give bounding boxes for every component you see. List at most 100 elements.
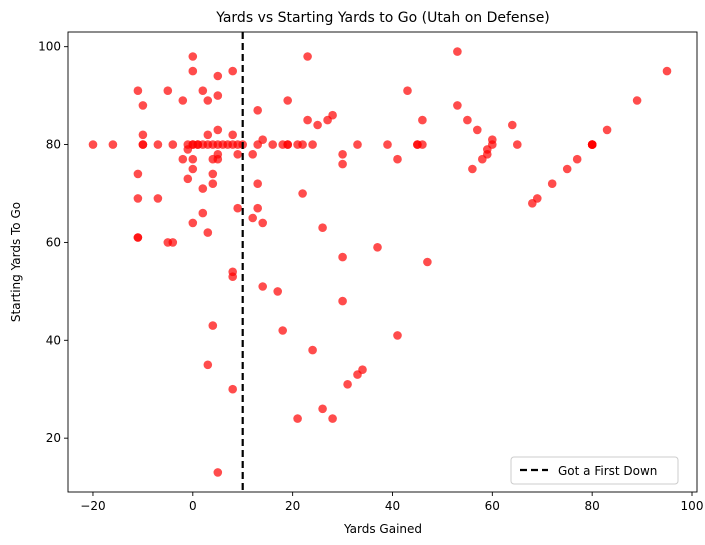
data-point bbox=[138, 140, 148, 149]
data-point bbox=[213, 468, 223, 477]
x-axis: −20 0 20 40 60 80 100 bbox=[80, 492, 703, 513]
x-tick-label: 40 bbox=[385, 499, 400, 513]
plot-frame bbox=[67, 31, 698, 493]
data-point bbox=[248, 213, 257, 223]
data-point bbox=[473, 125, 482, 135]
data-point bbox=[88, 140, 98, 149]
data-point bbox=[468, 164, 477, 174]
data-point bbox=[358, 365, 367, 375]
data-point bbox=[572, 154, 582, 164]
data-point bbox=[213, 71, 223, 81]
data-point bbox=[602, 125, 612, 135]
data-point bbox=[188, 52, 198, 61]
x-tick-label: 20 bbox=[285, 499, 300, 513]
data-point bbox=[233, 150, 242, 159]
data-point bbox=[293, 414, 302, 423]
x-tick-label: 80 bbox=[585, 499, 600, 513]
data-point bbox=[133, 194, 143, 203]
data-point bbox=[587, 140, 597, 149]
data-point bbox=[253, 203, 262, 213]
data-point bbox=[283, 140, 293, 149]
legend: Got a First Down bbox=[510, 456, 679, 485]
data-point bbox=[153, 140, 163, 149]
data-point bbox=[338, 296, 347, 306]
data-point bbox=[188, 154, 198, 164]
data-point bbox=[133, 169, 143, 179]
data-point bbox=[258, 218, 268, 228]
data-point bbox=[228, 384, 237, 394]
data-point bbox=[233, 203, 242, 213]
x-axis-label: Yards Gained bbox=[343, 522, 422, 536]
data-point bbox=[203, 360, 213, 370]
data-point bbox=[338, 252, 347, 262]
data-point bbox=[168, 238, 178, 247]
data-point bbox=[213, 125, 223, 135]
y-axis-label: Starting Yards To Go bbox=[9, 202, 23, 322]
y-tick-label: 100 bbox=[38, 40, 61, 54]
data-point bbox=[198, 208, 208, 218]
data-point bbox=[513, 140, 522, 149]
y-tick-label: 40 bbox=[46, 333, 61, 347]
data-point bbox=[213, 154, 223, 164]
data-point bbox=[373, 243, 382, 252]
data-point bbox=[133, 233, 143, 242]
data-point bbox=[253, 179, 262, 188]
data-point bbox=[203, 130, 213, 140]
data-point bbox=[198, 184, 208, 193]
data-point bbox=[273, 287, 283, 296]
data-point bbox=[453, 47, 462, 56]
data-point bbox=[383, 140, 392, 149]
data-point bbox=[253, 106, 262, 115]
data-point bbox=[163, 86, 173, 95]
data-point bbox=[488, 140, 497, 149]
data-point bbox=[393, 154, 402, 164]
data-point bbox=[303, 115, 312, 125]
data-point bbox=[208, 179, 218, 188]
data-point bbox=[198, 86, 208, 95]
legend-label: Got a First Down bbox=[558, 464, 657, 478]
legend-box bbox=[510, 456, 679, 485]
data-point bbox=[662, 66, 672, 76]
data-point bbox=[313, 120, 322, 130]
data-point bbox=[153, 194, 163, 203]
x-tick-label: 100 bbox=[681, 499, 704, 513]
data-point bbox=[338, 150, 347, 159]
data-point bbox=[258, 135, 268, 144]
data-point bbox=[133, 86, 143, 95]
data-point bbox=[228, 130, 237, 140]
data-point bbox=[403, 86, 412, 95]
data-point bbox=[303, 52, 312, 61]
chart-title: Yards vs Starting Yards to Go (Utah on D… bbox=[215, 10, 550, 26]
data-point bbox=[453, 101, 462, 110]
data-point bbox=[463, 115, 472, 125]
data-point bbox=[343, 380, 352, 389]
data-point bbox=[228, 66, 237, 76]
data-point bbox=[308, 140, 317, 149]
y-tick-label: 20 bbox=[46, 431, 61, 445]
data-point bbox=[328, 414, 337, 423]
data-point bbox=[353, 140, 362, 149]
data-point bbox=[208, 321, 218, 330]
data-point bbox=[338, 159, 347, 169]
data-point bbox=[318, 223, 327, 232]
data-point bbox=[278, 326, 288, 335]
data-point bbox=[547, 179, 557, 188]
data-point bbox=[203, 96, 213, 105]
data-point bbox=[228, 272, 237, 282]
data-point bbox=[138, 101, 148, 110]
y-tick-label: 80 bbox=[46, 138, 61, 152]
data-point bbox=[298, 140, 307, 149]
data-point bbox=[178, 96, 188, 105]
data-point bbox=[188, 164, 198, 174]
data-point bbox=[188, 218, 198, 228]
data-point bbox=[632, 96, 642, 105]
plot-area bbox=[68, 32, 697, 492]
data-point bbox=[183, 174, 193, 184]
data-point bbox=[203, 228, 213, 237]
data-point bbox=[298, 189, 307, 198]
y-tick-label: 60 bbox=[46, 235, 61, 249]
data-point bbox=[268, 140, 278, 149]
points-layer bbox=[88, 47, 672, 477]
x-tick-label: 60 bbox=[485, 499, 500, 513]
